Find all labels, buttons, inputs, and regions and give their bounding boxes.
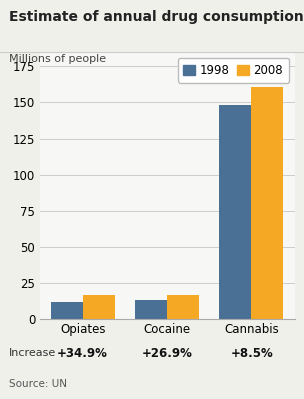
Bar xyxy=(135,300,167,319)
Text: +8.5%: +8.5% xyxy=(231,347,274,359)
Bar xyxy=(251,87,283,319)
Bar xyxy=(83,294,115,319)
Bar xyxy=(219,105,251,319)
Text: +26.9%: +26.9% xyxy=(142,347,193,359)
Bar xyxy=(167,294,199,319)
Text: Source: UN: Source: UN xyxy=(9,379,67,389)
Text: Increase: Increase xyxy=(9,348,56,358)
Text: Estimate of annual drug consumption: Estimate of annual drug consumption xyxy=(9,10,304,24)
Text: Millions of people: Millions of people xyxy=(9,54,106,64)
Legend: 1998, 2008: 1998, 2008 xyxy=(178,58,289,83)
Text: +34.9%: +34.9% xyxy=(57,347,108,359)
Bar xyxy=(51,302,83,319)
